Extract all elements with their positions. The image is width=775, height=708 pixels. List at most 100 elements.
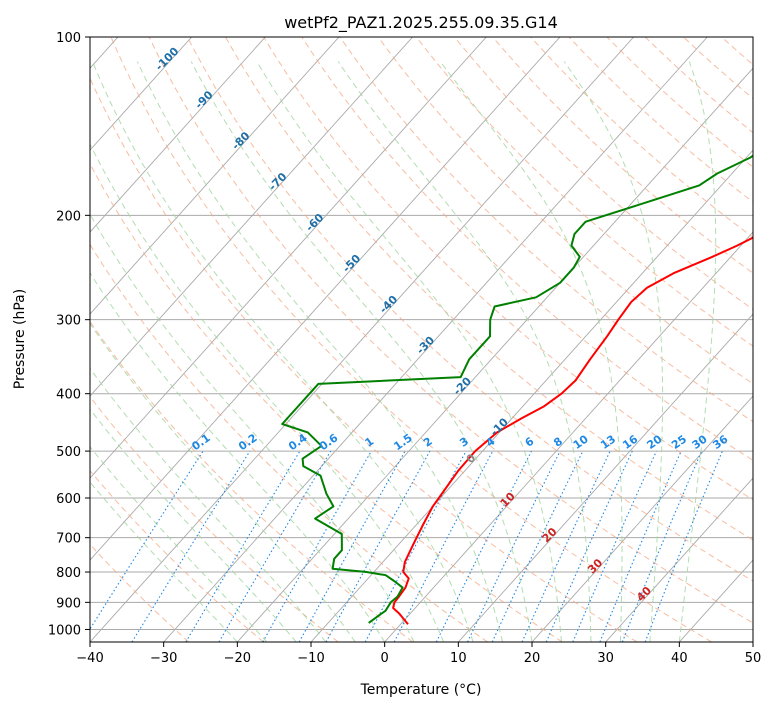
isotherm-line bbox=[90, 37, 413, 397]
isotherm-line bbox=[457, 313, 753, 642]
isotherm-line bbox=[163, 37, 708, 642]
mixing-ratio-line bbox=[218, 450, 332, 642]
mixing-ratio-label: 0.6 bbox=[317, 431, 341, 453]
isotherm-label: -70 bbox=[266, 170, 289, 193]
mixing-ratio-label: 30 bbox=[690, 432, 710, 452]
isotherm-line bbox=[310, 149, 753, 642]
moist-adiabat-line bbox=[439, 61, 623, 642]
isotherm-line bbox=[384, 231, 753, 642]
y-tick-label: 600 bbox=[56, 492, 81, 507]
y-tick-label: 200 bbox=[56, 209, 81, 224]
dry-adiabats-layer bbox=[90, 37, 753, 642]
isotherm-label: -30 bbox=[414, 334, 437, 357]
mixing-ratio-label: 10 bbox=[571, 432, 591, 452]
moist-adiabat-line bbox=[90, 367, 327, 642]
series-layer bbox=[281, 154, 753, 625]
mixing-ratio-line bbox=[90, 450, 204, 631]
mixing-ratio-line bbox=[131, 450, 251, 642]
dry-adiabat-line bbox=[90, 76, 638, 642]
mixing-ratio-layer bbox=[90, 450, 723, 642]
mixing-ratio-label: 36 bbox=[710, 432, 730, 452]
y-axis-label: Pressure (hPa) bbox=[12, 289, 28, 389]
x-tick-label: −40 bbox=[76, 651, 103, 666]
dry-adiabat-label: 30 bbox=[585, 556, 605, 576]
y-tick-label: 300 bbox=[56, 314, 81, 329]
moist-adiabat-line bbox=[90, 272, 386, 642]
moist-adiabat-line bbox=[337, 61, 592, 642]
dry-adiabat-line bbox=[339, 37, 753, 423]
isotherm-line bbox=[90, 37, 340, 315]
isotherm-label: -60 bbox=[303, 211, 326, 234]
isotherm-line bbox=[678, 559, 753, 642]
y-tick-label: 900 bbox=[56, 596, 81, 611]
moist-adiabat-line bbox=[136, 61, 503, 642]
dry-adiabat-line bbox=[530, 37, 753, 238]
isotherm-line bbox=[605, 477, 753, 642]
mixing-ratio-label: 16 bbox=[620, 432, 640, 452]
isotherm-line bbox=[531, 395, 753, 642]
moist-adiabat-line bbox=[90, 481, 238, 642]
dry-adiabat-line bbox=[90, 543, 190, 642]
mixing-ratio-line bbox=[599, 450, 682, 642]
dry-adiabat-label: 10 bbox=[498, 490, 518, 510]
moist-adiabat-line bbox=[563, 61, 664, 642]
isotherm-label: -40 bbox=[377, 293, 400, 316]
moist-adiabat-line bbox=[90, 322, 356, 642]
dry-adiabat-line bbox=[454, 37, 753, 311]
x-tick-label: 50 bbox=[745, 651, 762, 666]
dry-adiabat-line bbox=[263, 37, 753, 501]
y-tick-label: 400 bbox=[56, 388, 81, 403]
dry-adiabat-line bbox=[90, 470, 264, 642]
mixing-ratio-label: 25 bbox=[669, 433, 689, 452]
dry-adiabat-line bbox=[415, 37, 753, 347]
isotherm-label: -100 bbox=[153, 44, 182, 73]
isotherm-label: -80 bbox=[229, 129, 252, 152]
mixing-ratio-line bbox=[621, 450, 703, 642]
dry-adiabat-line bbox=[683, 37, 753, 100]
isotherm-label: -90 bbox=[192, 88, 215, 111]
mixing-ratio-line bbox=[521, 450, 611, 642]
dry-adiabat-line bbox=[644, 37, 753, 134]
mixing-ratio-line bbox=[262, 450, 372, 642]
isotherm-line bbox=[236, 67, 753, 642]
x-tick-label: 30 bbox=[597, 651, 614, 666]
moist-adiabat-line bbox=[92, 61, 474, 642]
overlay-labels-layer: 0.1 0.2 0.4 0.6 1 1.5 2 3 4 6 8 10 13 16 20 25 30 36-100-… bbox=[153, 44, 731, 604]
dry-adiabat-line bbox=[90, 243, 488, 642]
isotherm-label: -10 bbox=[488, 415, 511, 438]
plot-frame bbox=[89, 36, 754, 643]
dry-adiabat-line bbox=[90, 320, 414, 642]
x-axis-label: Temperature (°C) bbox=[360, 682, 482, 698]
moist-adiabat-line bbox=[90, 143, 445, 642]
x-tick-label: 20 bbox=[524, 651, 541, 666]
moist-adiabat-line bbox=[678, 61, 717, 642]
y-tick-label: 700 bbox=[56, 532, 81, 547]
x-tick-label: −20 bbox=[224, 651, 251, 666]
y-tick-label: 500 bbox=[56, 445, 81, 460]
mixing-ratio-line bbox=[491, 450, 584, 642]
moist-adiabat-line bbox=[90, 408, 297, 642]
mixing-ratio-label: 1 bbox=[362, 435, 376, 450]
y-tick-label: 1000 bbox=[48, 623, 81, 638]
plot-area: 0.1 0.2 0.4 0.6 1 1.5 2 3 4 6 8 10 13 16 20 25 30 36-100-… bbox=[90, 37, 753, 642]
x-tick-label: 40 bbox=[671, 651, 688, 666]
dry-adiabat-line bbox=[110, 37, 712, 642]
temperature-line bbox=[392, 236, 753, 625]
mixing-ratio-label: 0.1 bbox=[189, 431, 212, 453]
x-tick-label: −10 bbox=[297, 651, 324, 666]
dry-adiabat-line bbox=[492, 37, 753, 274]
y-tick-label: 800 bbox=[56, 566, 81, 581]
x-axis: −40 −30 −20 −10 0 10 20 30 40 50 bbox=[76, 642, 761, 666]
y-axis: 100 200 300 400 500 600 700 800 900 1000 bbox=[48, 31, 90, 638]
mixing-ratio-line bbox=[325, 450, 431, 642]
isotherm-line bbox=[90, 37, 266, 233]
mixing-ratio-label: 3 bbox=[457, 435, 471, 450]
moist-adiabats-layer bbox=[90, 61, 717, 642]
x-tick-label: −30 bbox=[150, 651, 177, 666]
dry-adiabat-line bbox=[186, 37, 753, 582]
moist-adiabat-line bbox=[90, 213, 415, 642]
chart-title: wetPf2_PAZ1.2025.255.09.35.G14 bbox=[284, 13, 558, 33]
dry-adiabat-line bbox=[377, 37, 753, 385]
dry-adiabat-label: 40 bbox=[634, 584, 654, 604]
